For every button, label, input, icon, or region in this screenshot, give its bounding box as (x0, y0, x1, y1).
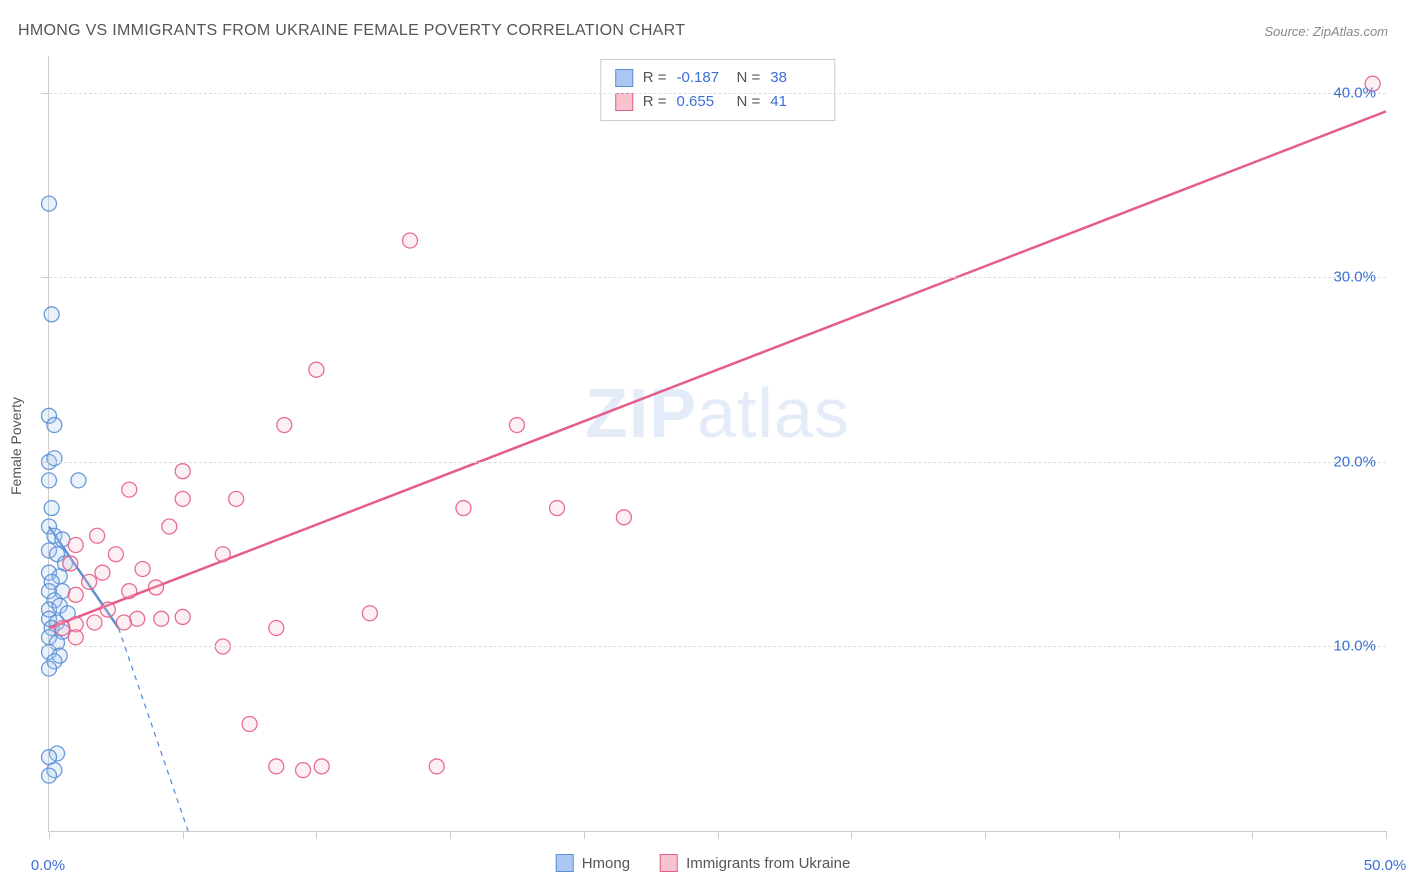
data-point (68, 587, 83, 602)
plot-area: ZIPatlas R =-0.187 N =38 R =0.655 N =41 … (48, 56, 1386, 832)
data-point (135, 561, 150, 576)
data-point (95, 565, 110, 580)
data-point (456, 501, 471, 516)
data-point (242, 716, 257, 731)
data-point (269, 621, 284, 636)
data-point (100, 602, 115, 617)
data-point (116, 615, 131, 630)
data-point (277, 418, 292, 433)
data-point (130, 611, 145, 626)
y-tick-label: 30.0% (1333, 269, 1376, 286)
swatch-hmong-icon (556, 854, 574, 872)
data-point (314, 759, 329, 774)
data-point (122, 584, 137, 599)
data-point (63, 556, 78, 571)
data-point (55, 621, 70, 636)
data-point (162, 519, 177, 534)
data-point (42, 473, 57, 488)
data-point (616, 510, 631, 525)
chart-svg (49, 56, 1386, 831)
data-point (550, 501, 565, 516)
chart-title: HMONG VS IMMIGRANTS FROM UKRAINE FEMALE … (18, 22, 685, 40)
data-point (47, 451, 62, 466)
data-point (122, 482, 137, 497)
data-point (154, 611, 169, 626)
y-tick-label: 10.0% (1333, 638, 1376, 655)
data-point (71, 473, 86, 488)
data-point (47, 418, 62, 433)
series-legend: Hmong Immigrants from Ukraine (556, 854, 851, 872)
data-point (296, 763, 311, 778)
y-tick-label: 40.0% (1333, 84, 1376, 101)
data-point (42, 768, 57, 783)
y-tick-label: 20.0% (1333, 453, 1376, 470)
data-point (429, 759, 444, 774)
legend-item-ukraine: Immigrants from Ukraine (660, 854, 850, 872)
data-point (269, 759, 284, 774)
data-point (87, 615, 102, 630)
data-point (402, 233, 417, 248)
data-point (68, 630, 83, 645)
data-point (68, 537, 83, 552)
source-attribution: Source: ZipAtlas.com (1264, 24, 1388, 39)
data-point (175, 491, 190, 506)
data-point (44, 501, 59, 516)
x-tick-label: 0.0% (31, 857, 65, 874)
data-point (82, 574, 97, 589)
data-point (90, 528, 105, 543)
legend-label: Immigrants from Ukraine (686, 855, 850, 872)
data-point (42, 196, 57, 211)
data-point (309, 362, 324, 377)
data-point (44, 307, 59, 322)
data-point (215, 547, 230, 562)
data-point (42, 661, 57, 676)
legend-item-hmong: Hmong (556, 854, 630, 872)
data-point (229, 491, 244, 506)
data-point (175, 464, 190, 479)
data-point (108, 547, 123, 562)
data-point (175, 609, 190, 624)
y-axis-label: Female Poverty (8, 397, 24, 495)
x-tick-label: 50.0% (1364, 857, 1406, 874)
data-point (148, 580, 163, 595)
data-point (362, 606, 377, 621)
data-point (509, 418, 524, 433)
swatch-ukraine-icon (660, 854, 678, 872)
legend-label: Hmong (582, 855, 630, 872)
